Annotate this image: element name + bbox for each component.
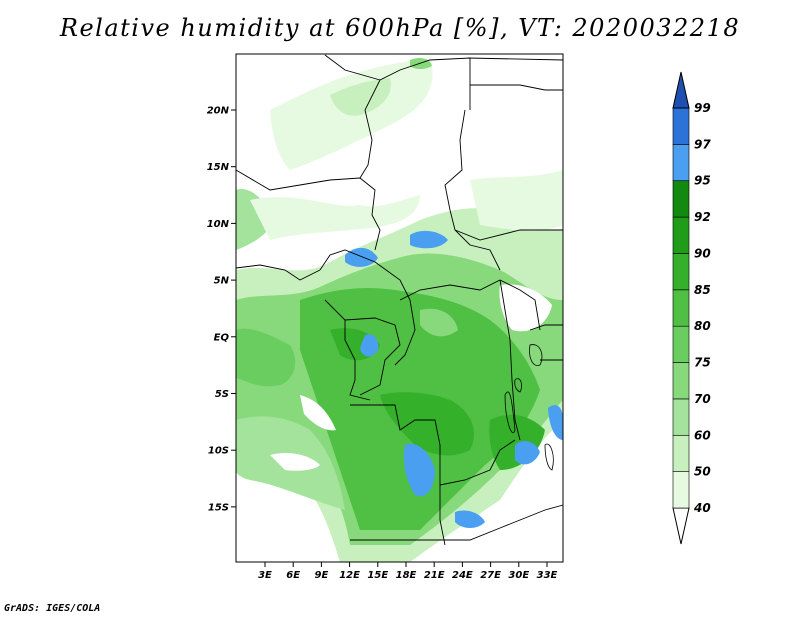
colorbar-segment xyxy=(672,253,690,291)
colorbar-label: 50 xyxy=(694,465,711,479)
lon-label: 15E xyxy=(367,570,388,581)
lon-label: 12E xyxy=(339,570,360,581)
colorbar-label: 40 xyxy=(693,501,711,515)
colorbar-segment xyxy=(672,325,690,363)
lakes xyxy=(504,344,554,471)
longitude-axis: 3E 6E 9E 12E 15E 18E 21E 24E 27E 30E 33E xyxy=(258,562,558,581)
colorbar-segment xyxy=(672,289,690,327)
colorbar-segment xyxy=(672,216,690,254)
colorbar-label: 75 xyxy=(694,356,711,370)
lat-label: 15S xyxy=(208,502,229,513)
map-title: Relative humidity at 600hPa [%], VT: 202… xyxy=(59,14,741,42)
lat-label: 20N xyxy=(207,106,230,117)
colorbar-label: 60 xyxy=(694,428,711,442)
lat-label: 5N xyxy=(214,276,230,287)
colorbar-label: 97 xyxy=(694,137,711,151)
colorbar-segment xyxy=(672,180,690,218)
colorbar-segment xyxy=(672,144,690,182)
colorbar-label: 70 xyxy=(694,392,711,406)
lon-label: 9E xyxy=(315,570,329,581)
colorbar-lower-triangle xyxy=(672,507,690,545)
credit-text: GrADS: IGES/COLA xyxy=(4,603,101,614)
colorbar-segment xyxy=(672,434,690,472)
lon-label: 6E xyxy=(286,570,300,581)
map-panel xyxy=(235,53,564,563)
colorbar-segment xyxy=(672,362,690,400)
colorbar-segment xyxy=(672,398,690,436)
colorbar-label: 90 xyxy=(694,246,711,260)
lon-label: 18E xyxy=(396,570,417,581)
humidity-field xyxy=(236,58,563,562)
country-borders xyxy=(235,54,564,546)
lat-label: 5S xyxy=(215,389,229,400)
lon-label: 30E xyxy=(508,570,529,581)
lon-label: 24E xyxy=(452,570,473,581)
lat-label: 15N xyxy=(207,162,230,173)
lon-label: 33E xyxy=(537,570,558,581)
colorbar-segment xyxy=(672,107,690,145)
lon-label: 27E xyxy=(480,570,501,581)
latitude-axis: 20N 15N 10N 5N EQ 5S 10S 15S xyxy=(207,106,236,513)
colorbar-label: 92 xyxy=(694,210,711,224)
colorbar-label: 85 xyxy=(694,283,711,297)
lat-label: 10N xyxy=(207,219,230,230)
colorbar-label: 99 xyxy=(694,101,711,115)
lat-label: 10S xyxy=(208,446,229,457)
colorbar-label: 95 xyxy=(694,174,711,188)
lat-label: EQ xyxy=(214,332,230,343)
colorbar-upper-triangle xyxy=(672,71,690,109)
lon-label: 3E xyxy=(258,570,272,581)
map-frame xyxy=(235,53,564,563)
colorbar: 40 50 60 70 75 80 85 90 92 95 97 99 xyxy=(672,71,711,545)
colorbar-segment xyxy=(672,471,690,509)
lon-label: 21E xyxy=(424,570,445,581)
colorbar-label: 80 xyxy=(694,319,711,333)
